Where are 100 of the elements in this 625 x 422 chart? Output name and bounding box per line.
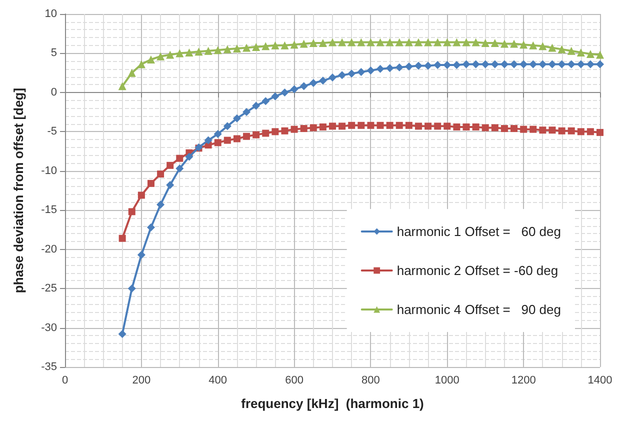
point bbox=[300, 82, 308, 90]
point bbox=[462, 60, 470, 68]
point bbox=[328, 74, 336, 82]
point bbox=[118, 330, 126, 338]
point bbox=[405, 122, 412, 129]
y-tick-label: 10 bbox=[44, 8, 57, 20]
point bbox=[214, 139, 222, 146]
point bbox=[490, 39, 499, 48]
point bbox=[118, 82, 126, 90]
point bbox=[348, 122, 356, 129]
point bbox=[176, 49, 184, 58]
point bbox=[472, 38, 480, 46]
point bbox=[318, 39, 327, 48]
point bbox=[490, 60, 499, 68]
y-tick-label: 5 bbox=[50, 47, 57, 60]
legend-label: harmonic 1 Offset = 60 deg bbox=[396, 224, 562, 239]
point bbox=[242, 44, 251, 52]
point bbox=[166, 50, 174, 59]
point bbox=[567, 46, 576, 55]
point bbox=[482, 124, 489, 132]
point bbox=[366, 66, 375, 74]
y-axis-title: phase deviation from offset [deg] bbox=[11, 88, 26, 294]
point bbox=[338, 38, 346, 46]
point bbox=[538, 42, 547, 50]
point bbox=[434, 122, 442, 130]
point bbox=[596, 128, 604, 136]
legend-label: harmonic 2 Offset = -60 deg bbox=[396, 263, 558, 278]
point bbox=[348, 70, 356, 78]
point bbox=[118, 234, 126, 242]
point bbox=[243, 132, 250, 140]
point bbox=[156, 200, 165, 209]
point bbox=[357, 38, 366, 46]
point bbox=[396, 122, 403, 129]
point bbox=[300, 40, 308, 48]
point bbox=[596, 50, 604, 59]
point bbox=[404, 38, 413, 46]
point bbox=[453, 123, 460, 130]
point bbox=[596, 60, 604, 68]
point bbox=[548, 126, 556, 134]
point bbox=[156, 52, 165, 60]
point bbox=[338, 71, 346, 80]
point bbox=[510, 40, 518, 48]
point bbox=[214, 46, 222, 54]
point bbox=[558, 45, 566, 54]
point bbox=[214, 130, 222, 138]
point bbox=[366, 38, 375, 46]
point bbox=[262, 97, 270, 106]
point bbox=[146, 223, 155, 232]
point bbox=[576, 60, 585, 68]
point bbox=[137, 60, 146, 68]
point bbox=[586, 60, 594, 68]
y-tick-label: -25 bbox=[41, 282, 57, 295]
point bbox=[128, 284, 136, 293]
point bbox=[300, 125, 308, 132]
point bbox=[328, 38, 336, 46]
x-tick-label: 1200 bbox=[511, 374, 536, 386]
point bbox=[434, 38, 442, 46]
point bbox=[338, 122, 346, 130]
point bbox=[146, 56, 155, 64]
point bbox=[539, 126, 546, 134]
point bbox=[290, 40, 298, 49]
x-tick-label: 600 bbox=[285, 374, 304, 386]
point bbox=[367, 122, 374, 129]
point bbox=[252, 42, 260, 51]
point bbox=[357, 68, 366, 76]
point bbox=[529, 41, 538, 50]
point bbox=[290, 85, 298, 94]
x-tick-label: 400 bbox=[208, 374, 228, 386]
point bbox=[166, 162, 174, 169]
point bbox=[376, 64, 384, 73]
point bbox=[137, 250, 146, 259]
point bbox=[424, 38, 432, 46]
point bbox=[138, 192, 145, 199]
point bbox=[424, 122, 432, 130]
point bbox=[586, 50, 594, 58]
point bbox=[147, 180, 154, 187]
point bbox=[567, 60, 576, 68]
point bbox=[223, 45, 232, 54]
point bbox=[529, 60, 538, 68]
point bbox=[252, 102, 260, 110]
point bbox=[538, 60, 547, 68]
point bbox=[176, 164, 184, 173]
point bbox=[452, 38, 461, 46]
y-tick-label: -35 bbox=[41, 361, 57, 373]
point bbox=[310, 124, 317, 132]
point bbox=[404, 62, 413, 71]
y-tick-label: 0 bbox=[50, 86, 57, 98]
x-tick-label: 1400 bbox=[588, 374, 612, 386]
point bbox=[271, 92, 280, 100]
point bbox=[185, 48, 194, 56]
point bbox=[252, 131, 260, 138]
x-tick-label: 1000 bbox=[434, 374, 460, 386]
point bbox=[271, 41, 280, 50]
point bbox=[500, 60, 508, 68]
point bbox=[262, 42, 270, 50]
point bbox=[500, 40, 508, 48]
point bbox=[510, 60, 518, 68]
point bbox=[128, 208, 136, 216]
point bbox=[462, 38, 470, 46]
point bbox=[424, 62, 432, 70]
